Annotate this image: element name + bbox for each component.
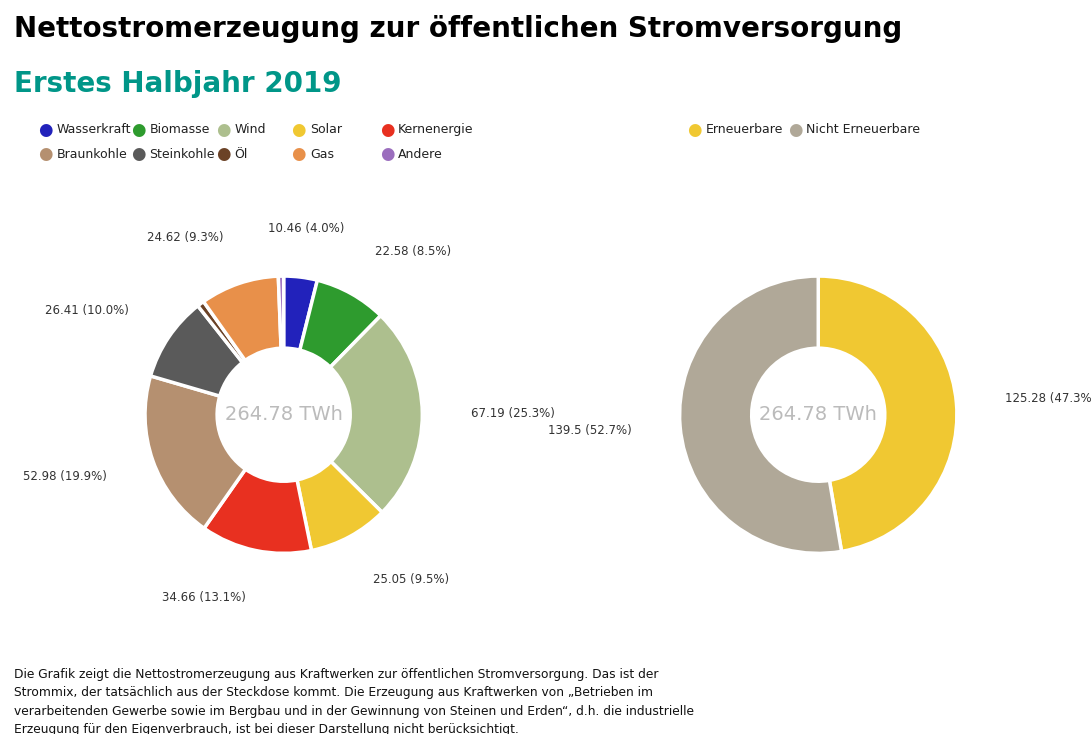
Text: 10.46 (4.0%): 10.46 (4.0%) bbox=[268, 222, 345, 236]
Text: ●: ● bbox=[687, 121, 702, 139]
Text: ●: ● bbox=[216, 121, 230, 139]
Wedge shape bbox=[680, 276, 841, 553]
Wedge shape bbox=[818, 276, 957, 551]
Text: ●: ● bbox=[216, 145, 230, 163]
Text: ●: ● bbox=[291, 121, 305, 139]
Text: Die Grafik zeigt die Nettostromerzeugung aus Kraftwerken zur öffentlichen Stromv: Die Grafik zeigt die Nettostromerzeugung… bbox=[14, 668, 694, 734]
Text: 264.78 TWh: 264.78 TWh bbox=[225, 405, 343, 424]
Text: ●: ● bbox=[380, 121, 394, 139]
Wedge shape bbox=[297, 462, 382, 550]
Text: 125.28 (47.3%): 125.28 (47.3%) bbox=[1005, 393, 1091, 405]
Text: 139.5 (52.7%): 139.5 (52.7%) bbox=[548, 424, 632, 437]
Text: ●: ● bbox=[131, 145, 145, 163]
Text: 264.78 TWh: 264.78 TWh bbox=[759, 405, 877, 424]
Text: 34.66 (13.1%): 34.66 (13.1%) bbox=[161, 592, 245, 605]
Text: 22.58 (8.5%): 22.58 (8.5%) bbox=[375, 245, 452, 258]
Text: Gas: Gas bbox=[310, 148, 334, 161]
Wedge shape bbox=[197, 302, 245, 363]
Wedge shape bbox=[331, 316, 422, 512]
Text: 67.19 (25.3%): 67.19 (25.3%) bbox=[471, 407, 554, 420]
Text: Erstes Halbjahr 2019: Erstes Halbjahr 2019 bbox=[14, 70, 341, 98]
Text: 24.62 (9.3%): 24.62 (9.3%) bbox=[147, 231, 224, 244]
Text: ●: ● bbox=[291, 145, 305, 163]
Text: Nicht Erneuerbare: Nicht Erneuerbare bbox=[806, 123, 920, 137]
Text: Steinkohle: Steinkohle bbox=[149, 148, 215, 161]
Wedge shape bbox=[204, 469, 311, 553]
Wedge shape bbox=[284, 276, 317, 350]
Text: Öl: Öl bbox=[235, 148, 248, 161]
Text: Nettostromerzeugung zur öffentlichen Stromversorgung: Nettostromerzeugung zur öffentlichen Str… bbox=[14, 15, 902, 43]
Wedge shape bbox=[145, 376, 245, 528]
Text: ●: ● bbox=[380, 145, 394, 163]
Text: Kernenergie: Kernenergie bbox=[398, 123, 473, 137]
Text: Wasserkraft: Wasserkraft bbox=[57, 123, 131, 137]
Text: ●: ● bbox=[131, 121, 145, 139]
Wedge shape bbox=[300, 280, 381, 367]
Text: ●: ● bbox=[788, 121, 802, 139]
Text: 25.05 (9.5%): 25.05 (9.5%) bbox=[373, 573, 448, 586]
Text: Braunkohle: Braunkohle bbox=[57, 148, 128, 161]
Text: Biomasse: Biomasse bbox=[149, 123, 209, 137]
Text: Andere: Andere bbox=[398, 148, 443, 161]
Text: Solar: Solar bbox=[310, 123, 341, 137]
Wedge shape bbox=[278, 276, 284, 348]
Wedge shape bbox=[151, 306, 242, 396]
Text: Wind: Wind bbox=[235, 123, 266, 137]
Text: 52.98 (19.9%): 52.98 (19.9%) bbox=[23, 470, 107, 483]
Text: Erneuerbare: Erneuerbare bbox=[706, 123, 783, 137]
Wedge shape bbox=[204, 276, 281, 360]
Text: 26.41 (10.0%): 26.41 (10.0%) bbox=[45, 304, 129, 316]
Text: ●: ● bbox=[38, 145, 52, 163]
Text: ●: ● bbox=[38, 121, 52, 139]
